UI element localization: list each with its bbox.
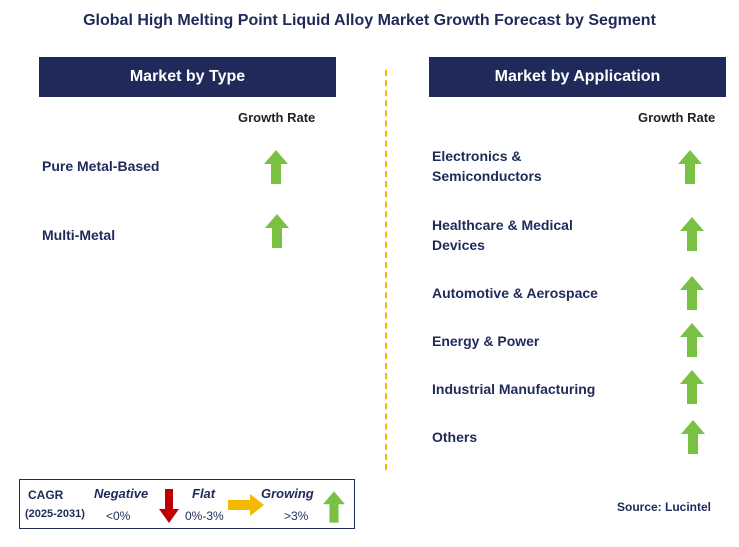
application-item-automotive: Automotive & Aerospace [432,285,598,301]
legend-flat-label: Flat [192,486,216,501]
source-label: Source: Lucintel [617,500,712,514]
type-growth-rate-label: Growth Rate [238,110,316,125]
application-item-industrial: Industrial Manufacturing [432,381,596,397]
up-arrow-icon [680,217,704,251]
page-title: Global High Melting Point Liquid Alloy M… [83,12,656,29]
up-arrow-icon [681,420,705,454]
application-growth-rate-label: Growth Rate [638,110,716,125]
legend-flat-range: 0%-3% [185,509,224,523]
type-item-pure-metal: Pure Metal-Based [42,158,160,174]
up-arrow-icon [680,370,704,404]
legend-growing-range: >3% [284,509,309,523]
legend-negative-range: <0% [106,509,131,523]
legend-negative-label: Negative [94,486,149,501]
up-arrow-icon [680,323,704,357]
legend-period: (2025-2031) [25,508,85,520]
legend-growing-label: Growing [261,486,314,501]
cagr-legend: CAGR (2025-2031) Negative <0% Flat 0%-3%… [19,479,355,529]
application-item-healthcare: Healthcare & Medical Devices [432,217,573,253]
market-by-type-header: Market by Type [39,57,336,97]
application-item-energy: Energy & Power [432,333,540,349]
up-arrow-icon [680,276,704,310]
right-arrow-icon [228,494,264,516]
up-arrow-icon [678,150,702,184]
up-arrow-icon [264,150,288,184]
down-arrow-icon [159,489,179,523]
up-arrow-icon [265,214,289,248]
panel-divider [385,70,387,470]
type-item-multi-metal: Multi-Metal [42,227,116,243]
application-item-others: Others [432,429,478,445]
market-by-application-header: Market by Application [429,57,726,97]
legend-cagr-label: CAGR [28,488,64,502]
up-arrow-icon [323,491,345,523]
application-item-electronics: Electronics & Semiconductors [432,148,542,184]
